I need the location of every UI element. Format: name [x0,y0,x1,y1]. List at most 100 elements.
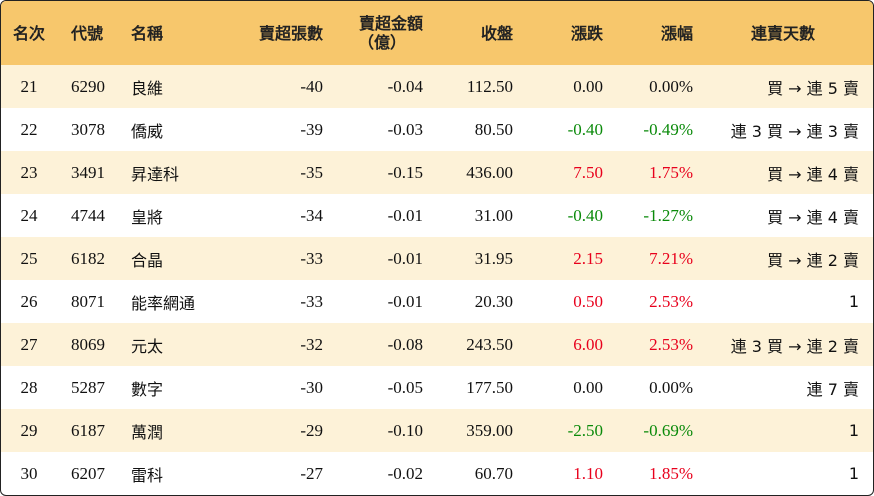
cell-change-pct: 1.85% [649,463,693,483]
header-close[interactable]: 收盤 [480,23,513,43]
cell-code: 5287 [71,377,105,397]
cell-change: 0.00 [573,76,603,96]
cell-rank: 23 [20,162,38,182]
header-sell-amount[interactable]: 賣超金額 （億） [323,1,423,65]
cell-sell-lots: -27 [300,463,323,483]
header-change-pct[interactable]: 漲幅 [660,23,693,43]
cell-close: 112.50 [466,76,513,96]
cell-code: 4744 [71,205,105,225]
cell-close: 31.00 [474,205,513,225]
cell-close: 177.50 [466,377,513,397]
cell-streak: 連 7 賣 [806,379,859,399]
table-row[interactable]: 30 6207 雷科 -27 -0.02 60.70 1.10 1.85% 1 [1,452,873,495]
cell-streak: 1 [848,464,859,483]
cell-streak: 買 → 連 4 賣 [767,164,859,184]
cell-sell-lots: -32 [300,334,323,354]
cell-sell-lots: -39 [300,119,323,139]
header-code[interactable]: 代號 [71,23,104,43]
cell-sell-amount: -0.04 [387,76,423,96]
cell-sell-amount: -0.03 [387,119,423,139]
cell-sell-amount: -0.02 [387,463,423,483]
header-streak[interactable]: 連賣天數 [750,23,815,43]
cell-rank: 28 [20,377,38,397]
header-row: 名次 代號 名稱 賣超張數 賣超金額 （億） 收盤 漲跌 漲幅 連賣天數 [1,1,873,65]
cell-change-pct: 7.21% [649,248,693,268]
cell-change-pct: 0.00% [649,76,693,96]
table-body: 21 6290 良維 -40 -0.04 112.50 0.00 0.00% 買 → 連 5 賣… [1,65,873,495]
cell-rank: 26 [20,291,38,311]
cell-name: 昇達科 [131,164,180,184]
cell-sell-amount: -0.10 [387,420,423,440]
cell-code: 6182 [71,248,105,268]
cell-name: 能率網通 [131,293,196,313]
table-row[interactable]: 23 3491 昇達科 -35 -0.15 436.00 7.50 1.75% 買 → 連 4 … [1,151,873,194]
cell-rank: 29 [20,420,38,440]
header-sell-amount-unit: （億） [357,33,406,52]
cell-name: 皇將 [131,207,164,227]
cell-code: 6187 [71,420,105,440]
cell-change: 0.00 [573,377,603,397]
table-row[interactable]: 22 3078 僑威 -39 -0.03 80.50 -0.40 -0.49% 連 3 買 → … [1,108,873,151]
table-row[interactable]: 27 8069 元太 -32 -0.08 243.50 6.00 2.53% 連 3 買 → 連… [1,323,873,366]
cell-streak: 買 → 連 5 賣 [767,78,859,98]
cell-code: 3491 [71,162,105,182]
table-row[interactable]: 29 6187 萬潤 -29 -0.10 359.00 -2.50 -0.69% 1 [1,409,873,452]
cell-change-pct: 0.00% [649,377,693,397]
cell-sell-lots: -34 [300,205,323,225]
cell-code: 6290 [71,76,105,96]
cell-sell-lots: -33 [300,248,323,268]
cell-code: 8071 [71,291,105,311]
cell-sell-amount: -0.15 [387,162,423,182]
table-row[interactable]: 24 4744 皇將 -34 -0.01 31.00 -0.40 -1.27% 買 → 連 4 … [1,194,873,237]
table-header: 名次 代號 名稱 賣超張數 賣超金額 （億） 收盤 漲跌 漲幅 連賣天數 [1,1,873,65]
cell-sell-lots: -29 [300,420,323,440]
cell-sell-lots: -40 [300,76,323,96]
cell-streak: 連 3 買 → 連 3 賣 [730,121,859,141]
cell-change-pct: -0.69% [643,420,693,440]
cell-streak: 買 → 連 2 賣 [767,250,859,270]
header-sell-lots[interactable]: 賣超張數 [258,23,323,43]
cell-close: 31.95 [474,248,513,268]
cell-sell-amount: -0.01 [387,291,423,311]
cell-change-pct: -1.27% [643,205,693,225]
cell-close: 243.50 [466,334,513,354]
cell-change-pct: -0.49% [643,119,693,139]
table-row[interactable]: 28 5287 數字 -30 -0.05 177.50 0.00 0.00% 連 7 賣 [1,366,873,409]
table-row[interactable]: 21 6290 良維 -40 -0.04 112.50 0.00 0.00% 買 → 連 5 賣 [1,65,873,108]
cell-name: 元太 [131,336,164,356]
cell-close: 436.00 [466,162,513,182]
cell-name: 僑威 [131,121,164,141]
cell-streak: 買 → 連 4 賣 [767,207,859,227]
cell-streak: 1 [848,421,859,440]
cell-change: -0.40 [567,205,603,225]
cell-sell-amount: -0.01 [387,205,423,225]
cell-close: 80.50 [474,119,513,139]
cell-name: 良維 [131,78,164,98]
cell-code: 8069 [71,334,105,354]
cell-change-pct: 2.53% [649,334,693,354]
cell-name: 合晶 [131,250,164,270]
header-change[interactable]: 漲跌 [570,23,603,43]
header-sell-amount-line1: 賣超金額 [358,14,423,33]
cell-streak: 連 3 買 → 連 2 賣 [730,336,859,356]
header-name[interactable]: 名稱 [131,23,164,43]
cell-sell-amount: -0.08 [387,334,423,354]
header-rank[interactable]: 名次 [12,23,45,43]
cell-sell-amount: -0.01 [387,248,423,268]
cell-rank: 27 [20,334,38,354]
cell-change: 1.10 [573,463,603,483]
cell-change: -2.50 [567,420,603,440]
cell-rank: 22 [20,119,38,139]
cell-name: 雷科 [131,465,164,485]
cell-sell-lots: -33 [300,291,323,311]
cell-rank: 30 [20,463,38,483]
cell-name: 萬潤 [131,422,164,442]
table-row[interactable]: 26 8071 能率網通 -33 -0.01 20.30 0.50 2.53% 1 [1,280,873,323]
cell-code: 3078 [71,119,105,139]
cell-sell-lots: -30 [300,377,323,397]
cell-sell-lots: -35 [300,162,323,182]
table-row[interactable]: 25 6182 合晶 -33 -0.01 31.95 2.15 7.21% 買 → 連 2 賣 [1,237,873,280]
cell-rank: 21 [20,76,38,96]
